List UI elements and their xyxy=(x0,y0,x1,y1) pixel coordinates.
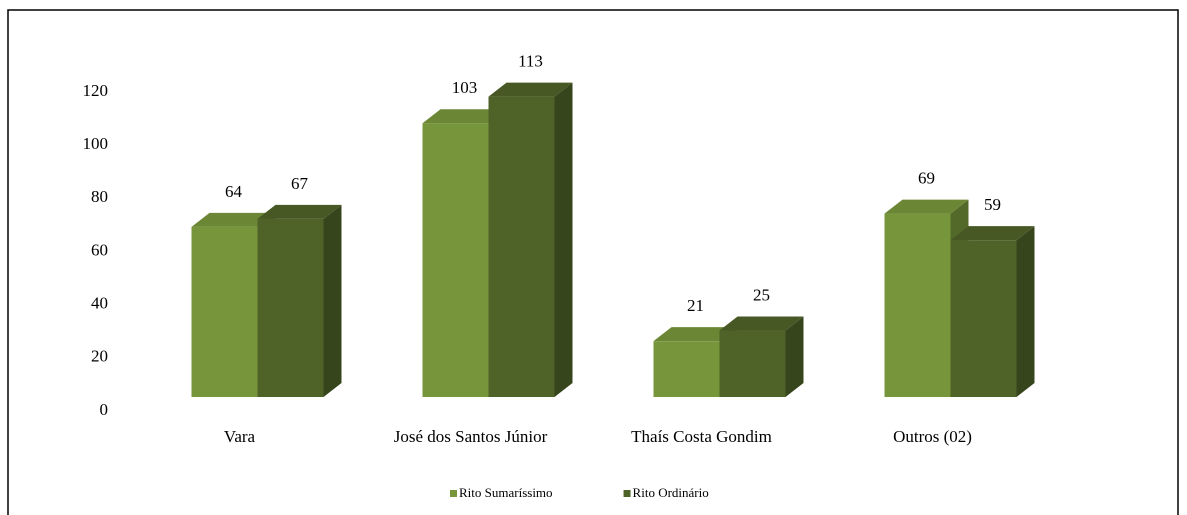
bar-top xyxy=(257,204,342,219)
bar-top xyxy=(719,316,804,331)
y-tick-label: 40 xyxy=(91,294,108,313)
y-tick-label: 120 xyxy=(83,81,109,100)
bar-front xyxy=(719,330,786,397)
data-label: 64 xyxy=(225,182,243,201)
y-tick-label: 100 xyxy=(83,134,109,153)
bar-side xyxy=(554,82,573,397)
bar-front xyxy=(422,123,489,398)
data-label: 25 xyxy=(753,285,770,304)
bar xyxy=(719,316,804,397)
bar-top xyxy=(950,226,1035,241)
bar-top xyxy=(191,212,276,227)
bar-side xyxy=(785,316,804,397)
bar-front xyxy=(950,240,1017,397)
x-tick-label: Vara xyxy=(224,427,256,446)
bar-front xyxy=(191,226,258,397)
bar-side xyxy=(323,204,342,397)
bar-top xyxy=(488,82,573,97)
bar-front xyxy=(488,96,555,397)
bar xyxy=(950,226,1035,397)
y-tick-label: 20 xyxy=(91,347,108,366)
data-label: 113 xyxy=(518,52,543,71)
legend-text: Rito Ordinário xyxy=(633,485,709,500)
bar-top xyxy=(422,109,507,124)
bar xyxy=(257,204,342,397)
legend-text: Rito Sumaríssimo xyxy=(459,485,553,500)
chart-border xyxy=(7,9,1179,515)
legend-swatch xyxy=(623,490,631,497)
legend-swatch xyxy=(450,490,457,497)
data-label: 21 xyxy=(687,296,704,315)
bar-front xyxy=(257,218,324,397)
x-tick-label: Outros (02) xyxy=(893,427,972,446)
y-tick-label: 80 xyxy=(91,187,108,206)
bar xyxy=(488,82,573,397)
bar-top xyxy=(884,199,969,214)
x-tick-label: José dos Santos Júnior xyxy=(394,427,548,446)
bar-front xyxy=(884,213,951,397)
data-label: 69 xyxy=(918,168,935,187)
data-label: 103 xyxy=(452,78,478,97)
bar-side xyxy=(1016,226,1035,397)
bar-front xyxy=(653,341,720,397)
data-label: 59 xyxy=(984,195,1001,214)
data-label: 67 xyxy=(291,174,309,193)
y-tick-label: 60 xyxy=(91,240,108,259)
bar-top xyxy=(653,327,738,342)
x-tick-label: Thaís Costa Gondim xyxy=(631,427,772,446)
y-tick-label: 0 xyxy=(100,400,109,419)
